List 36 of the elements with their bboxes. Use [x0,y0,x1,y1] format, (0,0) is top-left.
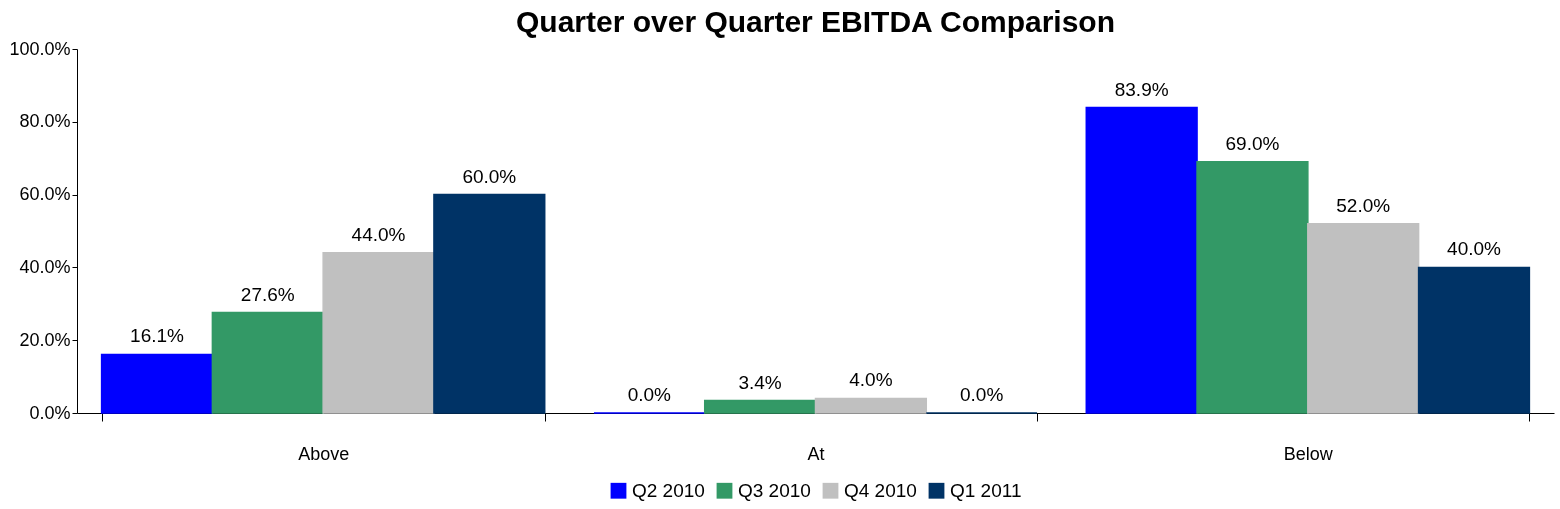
y-tick-label: 0.0% [29,402,71,423]
bar [100,353,214,414]
legend-label: Q3 2010 [738,479,811,501]
data-label: 83.9% [1114,78,1169,100]
y-tick-label: 60.0% [19,184,71,205]
y-tick-label: 20.0% [19,329,71,350]
bar [703,399,817,414]
y-tick-label: 80.0% [19,111,71,132]
y-tick-label: 40.0% [19,256,71,277]
data-label: 0.0% [960,384,1004,405]
legend-label: Q2 2010 [632,479,705,501]
bar [814,397,928,414]
chart-title: Quarter over Quarter EBITDA Comparison [515,5,1116,38]
data-label: 40.0% [1447,238,1502,260]
y-tick-label: 100.0% [9,38,71,59]
bar [211,311,324,414]
data-label: 44.0% [351,223,406,245]
bar [1417,266,1531,414]
legend-label: Q1 2011 [950,479,1022,501]
data-label: 16.1% [130,325,185,347]
x-tick-label: Above [298,443,350,464]
data-label: 3.4% [738,371,782,393]
bar [433,193,546,414]
data-label: 27.6% [240,283,295,305]
x-tick-label: At [807,443,825,464]
x-tick-label: Below [1283,443,1334,464]
bar [322,252,435,414]
legend-label: Q4 2010 [844,479,917,501]
data-label: 4.0% [849,369,893,391]
data-label: 60.0% [462,165,517,187]
bar [1196,161,1309,414]
data-label: 52.0% [1336,194,1391,216]
data-label: 69.0% [1225,132,1280,154]
bar [1307,222,1420,414]
data-label: 0.0% [627,384,672,405]
bar [1085,106,1198,414]
